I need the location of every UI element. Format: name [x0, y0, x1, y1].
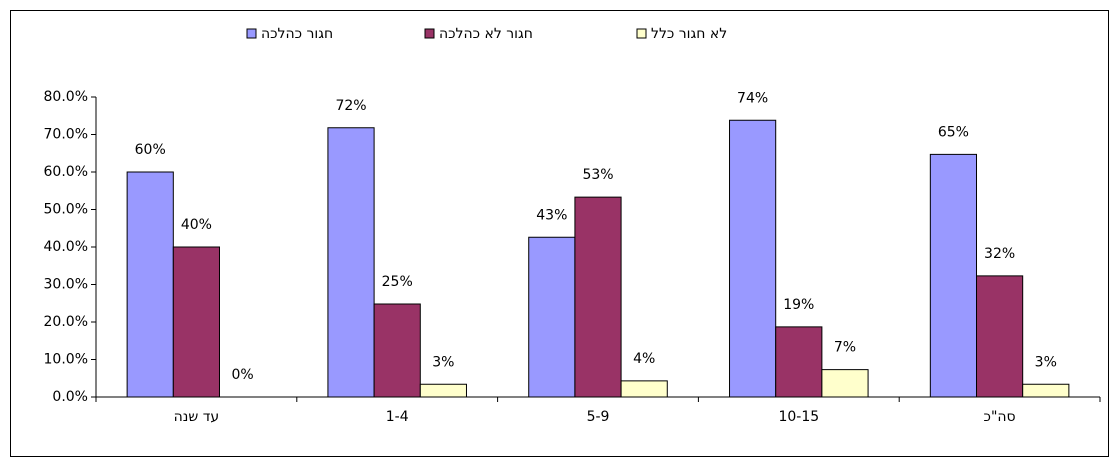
- value-label: 43%: [536, 207, 567, 223]
- y-tick-label: 70.0%: [44, 127, 88, 143]
- y-tick-label: 0.0%: [52, 389, 88, 405]
- bar: [419, 383, 467, 398]
- legend-swatch: [424, 28, 435, 39]
- value-label: 53%: [582, 167, 613, 183]
- x-tick-label: סה"כ: [984, 409, 1016, 425]
- x-tick-label: 1-4: [386, 409, 409, 425]
- bar: [528, 236, 576, 398]
- value-label: 19%: [783, 297, 814, 313]
- value-label: 32%: [984, 246, 1015, 262]
- value-label: 65%: [938, 124, 969, 140]
- value-label: 25%: [382, 274, 413, 290]
- value-label: 3%: [1035, 354, 1057, 370]
- bar: [775, 326, 823, 398]
- value-label: 3%: [432, 354, 454, 370]
- y-tick-label: 30.0%: [44, 277, 88, 293]
- bar: [821, 369, 869, 398]
- bar: [976, 275, 1024, 398]
- y-tick-label: 50.0%: [44, 202, 88, 218]
- y-tick-label: 80.0%: [44, 89, 88, 105]
- bar: [126, 171, 174, 398]
- value-label: 40%: [181, 217, 212, 233]
- value-label: 0%: [231, 367, 253, 383]
- bar: [620, 380, 668, 398]
- value-label: 74%: [737, 90, 768, 106]
- value-label: 4%: [633, 351, 655, 367]
- value-label: 7%: [834, 340, 856, 356]
- legend-label: חגור לא כהלכה: [439, 26, 533, 42]
- x-tick-label: 10-15: [778, 409, 819, 425]
- y-tick-label: 10.0%: [44, 352, 88, 368]
- bar: [574, 196, 622, 398]
- bar: [729, 119, 777, 398]
- value-label: 60%: [135, 142, 166, 158]
- bar: [929, 153, 978, 398]
- bar: [1022, 383, 1070, 398]
- bar: [373, 303, 421, 398]
- y-tick-label: 20.0%: [44, 314, 88, 330]
- bar: [327, 127, 375, 398]
- x-tick-label: עד שנה: [174, 409, 220, 425]
- legend-swatch: [246, 28, 257, 39]
- value-label: 72%: [335, 98, 366, 114]
- bar: [172, 246, 220, 398]
- legend-label: חגור כהלכה: [261, 26, 333, 42]
- legend-label: לא חגור כלל: [651, 26, 727, 42]
- legend-swatch: [636, 28, 647, 39]
- x-tick-label: 5-9: [587, 409, 610, 425]
- y-tick-label: 40.0%: [44, 239, 88, 255]
- y-tick-label: 60.0%: [44, 164, 88, 180]
